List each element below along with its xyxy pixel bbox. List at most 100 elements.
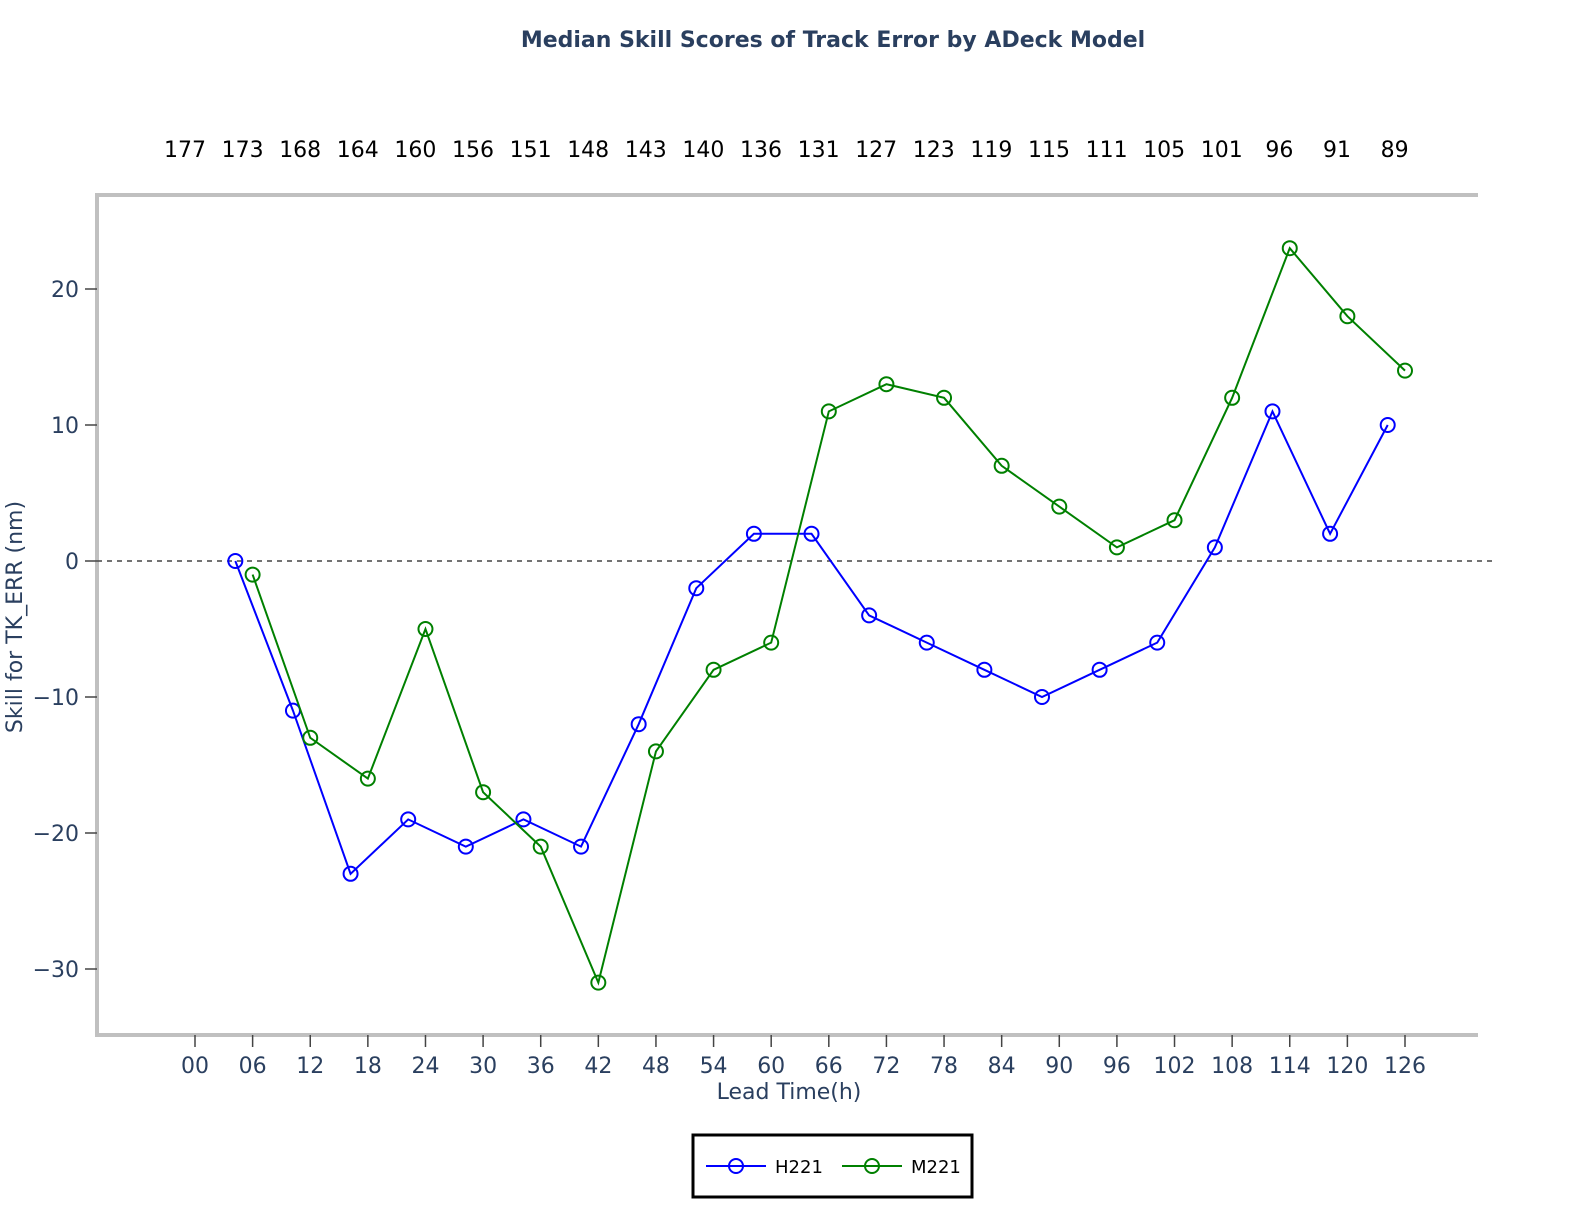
- data-point-m221[interactable]: [475, 784, 492, 801]
- x-tick-label: 66: [815, 1054, 843, 1079]
- data-point-m221[interactable]: [1397, 362, 1413, 379]
- data-point-m221[interactable]: [647, 743, 664, 760]
- y-axis: −30 −20 −10 0 10 20: [33, 278, 97, 983]
- legend[interactable]: H221 M221: [691, 1133, 974, 1199]
- y-tick-label: 0: [65, 550, 79, 575]
- legend-item-m221[interactable]: M221: [842, 1157, 961, 1178]
- sample-count-label: 140: [682, 138, 724, 163]
- data-point-h221[interactable]: [1034, 689, 1050, 705]
- data-point-m221[interactable]: [1108, 539, 1125, 556]
- x-tick-label: 60: [757, 1054, 785, 1079]
- data-point-h221[interactable]: [918, 634, 935, 651]
- data-point-m221[interactable]: [1224, 389, 1241, 406]
- data-point-h221[interactable]: [688, 580, 705, 597]
- sample-count-label: 123: [913, 138, 955, 163]
- data-point-m221[interactable]: [763, 634, 780, 651]
- x-tick-label: 120: [1326, 1054, 1368, 1079]
- sample-count-label: 101: [1201, 138, 1243, 163]
- sample-count-label: 168: [279, 138, 321, 163]
- sample-count-label: 177: [164, 138, 206, 163]
- sample-count-label: 105: [1143, 138, 1185, 163]
- data-point-m221[interactable]: [244, 566, 261, 583]
- x-tick-label: 72: [872, 1054, 900, 1079]
- data-point-m221[interactable]: [302, 729, 319, 746]
- sample-count-label: 119: [970, 138, 1012, 163]
- data-point-m221[interactable]: [417, 621, 434, 637]
- sample-count-label: 143: [625, 138, 667, 163]
- data-point-m221[interactable]: [1051, 498, 1068, 515]
- data-point-h221[interactable]: [1149, 634, 1166, 651]
- data-point-m221[interactable]: [993, 457, 1010, 474]
- data-point-m221[interactable]: [532, 838, 549, 855]
- y-axis-title: Skill for TK_ERR (nm): [3, 501, 28, 733]
- data-point-h221[interactable]: [1379, 417, 1396, 433]
- y-tick-label: −20: [33, 822, 79, 847]
- legend-label-h221: H221: [775, 1157, 823, 1178]
- data-point-h221[interactable]: [1322, 525, 1339, 542]
- sample-count-label: 131: [798, 138, 840, 163]
- sample-count-label: 115: [1028, 138, 1070, 163]
- x-tick-label: 36: [527, 1054, 555, 1079]
- series-m221: [244, 240, 1413, 991]
- data-point-h221[interactable]: [976, 661, 993, 678]
- data-point-m221[interactable]: [936, 389, 953, 406]
- data-point-h221[interactable]: [1264, 403, 1281, 420]
- data-point-h221[interactable]: [515, 811, 532, 828]
- sample-count-label: 156: [452, 138, 494, 163]
- sample-count-label: 91: [1323, 138, 1351, 163]
- data-point-h221[interactable]: [1206, 539, 1223, 556]
- chart-title: Median Skill Scores of Track Error by AD…: [521, 28, 1145, 53]
- data-point-h221[interactable]: [573, 838, 590, 855]
- data-point-m221[interactable]: [1281, 240, 1298, 257]
- data-point-m221[interactable]: [705, 661, 722, 678]
- data-point-m221[interactable]: [1166, 512, 1183, 529]
- data-point-h221[interactable]: [457, 838, 474, 855]
- data-point-m221[interactable]: [820, 403, 837, 420]
- y-tick-label: 10: [51, 414, 79, 439]
- data-point-h221[interactable]: [630, 716, 647, 733]
- x-tick-label: 06: [239, 1054, 267, 1079]
- series-line-m221: [251, 246, 1406, 986]
- sample-count-label: 136: [740, 138, 782, 163]
- legend-marker-h221: [728, 1158, 744, 1174]
- data-point-h221[interactable]: [861, 607, 878, 624]
- series-h221: [227, 403, 1396, 882]
- sample-count-label: 173: [222, 138, 264, 163]
- sample-count-label: 151: [510, 138, 552, 163]
- sample-count-label: 164: [337, 138, 379, 163]
- data-point-h221[interactable]: [745, 525, 762, 542]
- legend-item-h221[interactable]: H221: [706, 1157, 823, 1178]
- x-tick-label: 84: [988, 1054, 1016, 1079]
- x-tick-label: 24: [411, 1054, 439, 1079]
- y-tick-label: −10: [33, 686, 79, 711]
- x-tick-label: 42: [584, 1054, 612, 1079]
- sample-count-label: 111: [1086, 138, 1128, 163]
- sample-count-label: 96: [1265, 138, 1293, 163]
- data-point-h221[interactable]: [803, 525, 820, 542]
- series-line-h221: [234, 408, 1389, 876]
- sample-count-label: 127: [855, 138, 897, 163]
- x-tick-label: 18: [354, 1054, 382, 1079]
- x-tick-label: 102: [1154, 1054, 1196, 1079]
- x-tick-label: 108: [1211, 1054, 1253, 1079]
- x-axis-title: Lead Time(h): [717, 1080, 862, 1105]
- series-layer: [227, 240, 1413, 991]
- x-tick-label: 48: [642, 1054, 670, 1079]
- sample-count-label: 148: [567, 138, 609, 163]
- x-tick-label: 00: [181, 1054, 209, 1079]
- x-tick-label: 54: [700, 1054, 728, 1079]
- data-point-h221[interactable]: [1091, 661, 1108, 678]
- y-tick-label: −30: [33, 958, 79, 983]
- data-point-m221[interactable]: [590, 974, 607, 991]
- data-point-h221[interactable]: [400, 811, 417, 828]
- data-point-m221[interactable]: [1339, 308, 1356, 325]
- data-point-h221[interactable]: [342, 865, 359, 882]
- x-tick-label: 96: [1103, 1054, 1131, 1079]
- sample-count-label: 89: [1381, 138, 1409, 163]
- data-point-m221[interactable]: [359, 770, 376, 787]
- data-point-h221[interactable]: [227, 553, 244, 569]
- legend-marker-m221: [864, 1158, 880, 1174]
- x-tick-label: 90: [1045, 1054, 1073, 1079]
- data-point-m221[interactable]: [878, 376, 895, 393]
